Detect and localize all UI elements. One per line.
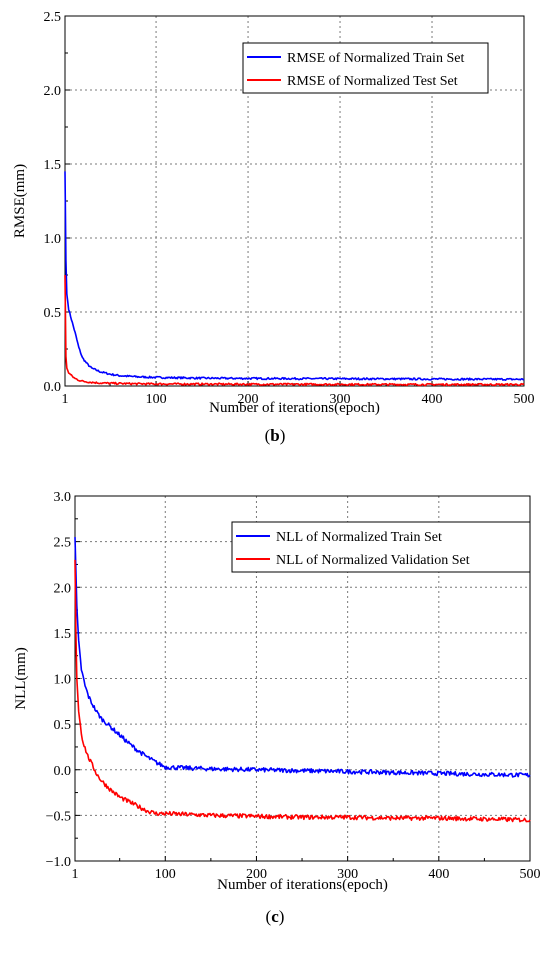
y-tick-label: 1.5 [54, 627, 72, 642]
legend-entry: RMSE of Normalized Test Set [287, 74, 458, 89]
x-tick-label: 100 [155, 867, 176, 882]
panel-label: (b) [265, 426, 286, 445]
y-tick-label: −1.0 [46, 855, 71, 870]
y-tick-label: 0.5 [44, 306, 62, 321]
y-tick-label: 0.0 [44, 380, 62, 395]
y-tick-label: −0.5 [46, 809, 71, 824]
series-line-2 [74, 559, 531, 823]
legend-box [242, 42, 489, 94]
legend-entry: NLL of Normalized Train Set [276, 530, 442, 545]
x-tick-label: 100 [146, 392, 167, 407]
x-tick-label: 400 [422, 392, 443, 407]
legend: NLL of Normalized Train Set NLL of Normal… [231, 521, 531, 573]
x-axis-label: Number of iterations(epoch) [217, 877, 388, 893]
y-axis-label: RMSE(mm) [12, 164, 28, 238]
axis-ticks: 1 100 200 300 400 500 −1.0 −0.5 0.0 0.5 1.0 1.5 2.0 2… [46, 490, 541, 882]
x-tick-label: 200 [238, 392, 259, 407]
y-tick-label: 2.5 [54, 536, 72, 551]
x-tick-label: 500 [514, 392, 535, 407]
panel-b: 1 100 200 300 400 500 0.0 0.5 1.0 1.5 2.0 2.5 RMSE … [12, 10, 535, 445]
y-tick-label: 0.0 [54, 764, 72, 779]
series-line-1 [64, 171, 525, 381]
x-tick-label: 1 [62, 392, 69, 407]
series-line-1 [74, 537, 531, 778]
y-tick-label: 1.0 [54, 673, 72, 688]
y-axis-label: NLL(mm) [13, 647, 29, 709]
axis-ticks: 1 100 200 300 400 500 0.0 0.5 1.0 1.5 2.0 2.5 [44, 10, 535, 407]
x-tick-label: 400 [428, 867, 449, 882]
x-tick-label: 1 [72, 867, 79, 882]
legend-box [231, 521, 531, 573]
y-tick-label: 3.0 [54, 490, 72, 505]
panel-letter: c [271, 907, 279, 926]
y-tick-label: 1.5 [44, 158, 62, 173]
y-tick-label: 0.5 [54, 718, 72, 733]
x-tick-label: 500 [520, 867, 541, 882]
series-line-2 [64, 274, 525, 387]
series-lines [74, 537, 531, 823]
legend-entry: RMSE of Normalized Train Set [287, 51, 464, 66]
y-tick-label: 2.5 [44, 10, 62, 25]
legend-entry: NLL of Normalized Validation Set [276, 553, 470, 568]
y-tick-label: 2.0 [54, 581, 72, 596]
x-tick-label: 300 [337, 867, 358, 882]
panel-c: 1 100 200 300 400 500 −1.0 −0.5 0.0 0.5 1.0 1.5 2.0 2… [13, 490, 541, 926]
series-lines [64, 171, 525, 387]
y-tick-label: 2.0 [44, 84, 62, 99]
legend: RMSE of Normalized Train Set RMSE of Norm… [242, 42, 489, 94]
x-tick-label: 200 [246, 867, 267, 882]
panel-label: (c) [266, 907, 285, 926]
x-tick-label: 300 [330, 392, 351, 407]
x-axis-label: Number of iterations(epoch) [209, 400, 380, 416]
y-tick-label: 1.0 [44, 232, 62, 247]
panel-letter: b [270, 426, 279, 445]
